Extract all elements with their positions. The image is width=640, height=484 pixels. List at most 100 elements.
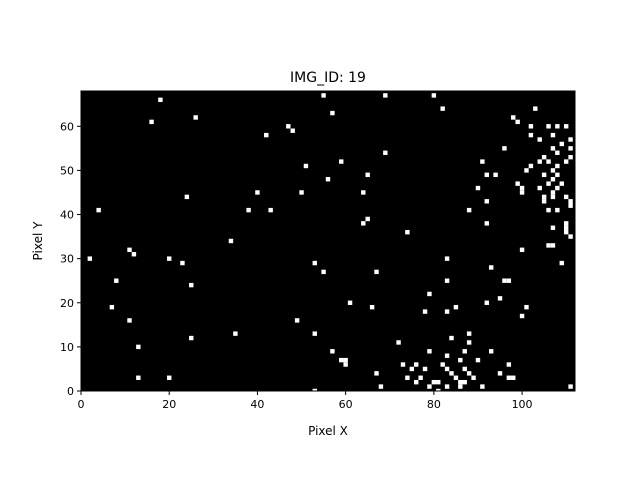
bright-pixel-layer [87,93,573,394]
bright-pixel [396,340,401,345]
bright-pixel [361,190,366,195]
bright-pixel [541,172,547,178]
bright-pixel [193,115,198,120]
bright-pixel [233,331,238,336]
y-tick-label: 60 [60,120,74,133]
x-tick-label: 80 [427,398,441,411]
bright-pixel [312,331,317,336]
bright-pixel [506,278,512,283]
bright-pixel [330,110,335,116]
bright-pixel [440,362,445,367]
bright-pixel [515,119,520,125]
bright-pixel [546,243,551,248]
bright-pixel [330,349,335,354]
bright-pixel [444,366,450,372]
plot-area [81,91,575,391]
bright-pixel [563,225,569,230]
bright-pixel [109,304,115,310]
bright-pixel [114,278,119,283]
bright-pixel [484,172,489,178]
bright-pixel [453,375,459,380]
bright-pixel [550,146,556,151]
bright-pixel [528,124,534,129]
bright-pixel [550,190,556,195]
bright-pixel [422,309,428,314]
bright-pixel [568,234,573,239]
bright-pixel [414,362,419,367]
bright-pixel [427,349,432,354]
bright-pixel [502,146,507,151]
bright-pixel [559,260,564,266]
bright-pixel [550,132,556,138]
x-tick-label: 60 [339,398,353,411]
bright-pixel [519,313,525,319]
bright-pixel [449,371,454,376]
bright-pixel [475,357,481,363]
bright-pixel [484,300,489,305]
bright-pixel [167,375,172,380]
bright-pixel [440,106,445,111]
bright-pixel [555,124,560,129]
bright-pixel [502,278,507,283]
bright-pixel [312,260,317,266]
bright-pixel [488,265,494,270]
bright-pixel [537,137,542,142]
y-tick-label: 50 [60,164,74,177]
bright-pixel [550,225,556,230]
bright-pixel [497,371,503,376]
bright-pixel [180,260,185,266]
bright-pixel [378,384,384,389]
bright-pixel [299,190,304,195]
bright-pixel [568,146,573,151]
bright-pixel [365,172,370,178]
bright-pixel [383,93,388,98]
bright-pixel [325,177,331,182]
bright-pixel [541,199,547,204]
bright-pixel [374,269,379,275]
bright-pixel [563,124,569,129]
bright-pixel [466,331,472,336]
x-tick-label: 20 [162,398,176,411]
bright-pixel [541,194,547,200]
bright-pixel [555,150,560,155]
x-axis-label: Pixel X [308,424,348,438]
bright-pixel [418,375,423,380]
bright-pixel [559,181,564,186]
bright-pixel [480,384,485,389]
bright-pixel [511,375,516,380]
bright-pixel [431,379,437,385]
bright-pixel [568,137,573,142]
bright-pixel [568,384,573,389]
bright-pixel [189,335,194,341]
bright-pixel [458,384,463,389]
x-axis-ticks: 0 20 40 60 80 100 [78,391,533,411]
bright-pixel [444,278,450,283]
bright-pixel [511,115,516,120]
bright-pixel [286,124,291,129]
bright-pixel [537,159,542,164]
bright-pixel [563,194,569,200]
bright-pixel [524,168,529,173]
bright-pixel [136,344,141,350]
bright-pixel [563,229,569,235]
bright-pixel [453,304,459,310]
bright-pixel [321,93,326,98]
bright-pixel [189,282,194,288]
bright-pixel [466,207,472,213]
bright-pixel [444,384,450,389]
bright-pixel [87,256,93,261]
bright-pixel [475,185,481,191]
chart-title: IMG_ID: 19 [290,70,366,86]
bright-pixel [568,154,573,160]
bright-pixel [563,159,569,164]
bright-pixel [519,185,525,191]
bright-pixel [568,199,573,204]
bright-pixel [264,132,269,138]
bright-pixel [158,97,163,103]
bright-pixel [347,300,353,305]
bright-pixel [339,357,344,363]
bright-pixel [528,163,534,169]
bright-pixel [541,154,547,160]
bright-pixel [96,207,101,213]
bright-pixel [409,366,415,372]
